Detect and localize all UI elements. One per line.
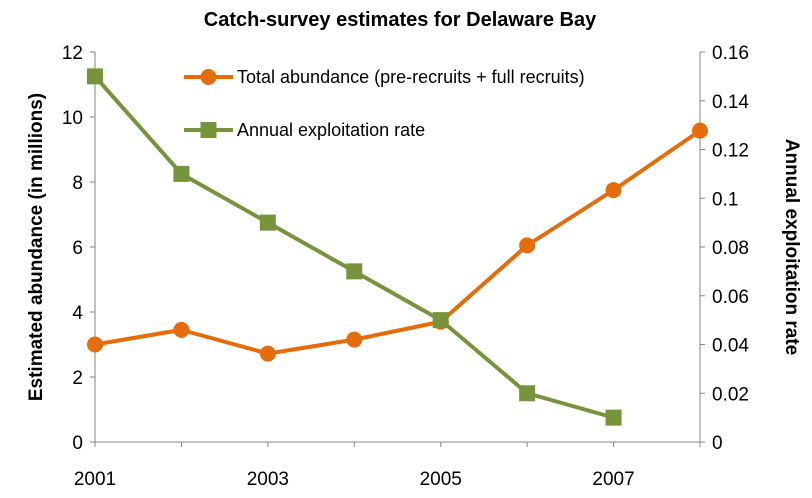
legend-label: Annual exploitation rate: [237, 120, 425, 140]
data-point: [173, 321, 190, 338]
right-tick-label: 0.06: [712, 287, 749, 308]
data-point: [605, 409, 622, 426]
data-point: [605, 182, 622, 199]
series-line: [94, 129, 702, 356]
left-tick-label: 10: [62, 108, 83, 129]
right-tick-label: 0: [712, 433, 723, 454]
series-1: [87, 122, 708, 362]
left-tick-label: 4: [72, 303, 83, 324]
data-point: [519, 385, 536, 402]
x-tick-label: 2003: [247, 469, 289, 490]
legend-label: Total abundance (pre-recruits + full rec…: [237, 67, 585, 87]
right-tick-label: 0.04: [712, 336, 749, 357]
right-tick-label: 0.1: [712, 189, 738, 210]
chart-title: Catch-survey estimates for Delaware Bay: [204, 9, 597, 31]
x-tick-label: 2007: [592, 469, 634, 490]
left-axis-title: Estimated abundance (in millions): [26, 93, 47, 401]
left-tick-label: 0: [72, 433, 83, 454]
legend-marker: [200, 69, 217, 85]
legend-item: Annual exploitation rate: [184, 120, 425, 140]
series-layer: [87, 68, 708, 426]
data-point: [173, 165, 190, 182]
legend-item: Total abundance (pre-recruits + full rec…: [184, 67, 585, 87]
data-point: [259, 214, 276, 231]
series-2: [87, 68, 622, 426]
x-tick-label: 2001: [74, 469, 116, 490]
left-tick-label: 8: [72, 173, 83, 194]
data-point: [87, 68, 103, 85]
right-tick-label: 0.16: [712, 43, 749, 64]
right-tick-label: 0.14: [712, 92, 749, 113]
legend-marker: [200, 122, 217, 138]
data-point: [346, 263, 363, 280]
left-tick-label: 6: [72, 238, 83, 259]
right-tick-label: 0.02: [712, 384, 749, 405]
data-point: [259, 345, 276, 362]
left-tick-label: 2: [72, 368, 83, 389]
x-tick-label: 2005: [420, 469, 462, 490]
left-tick-label: 12: [62, 43, 83, 64]
data-point: [432, 312, 449, 329]
right-tick-label: 0.12: [712, 141, 749, 162]
right-tick-label: 0.08: [712, 238, 749, 259]
legend: Total abundance (pre-recruits + full rec…: [184, 67, 585, 140]
data-point: [346, 331, 363, 348]
data-point: [692, 122, 708, 139]
right-axis-title: Annual exploitation rate: [781, 139, 802, 355]
axes: 0 2 4 6 8 10 12 0 0.02 0.04 0.06 0.08 0.1 0.12 0.14 0.1…: [26, 43, 802, 490]
data-point: [519, 237, 536, 254]
data-point: [87, 336, 103, 353]
